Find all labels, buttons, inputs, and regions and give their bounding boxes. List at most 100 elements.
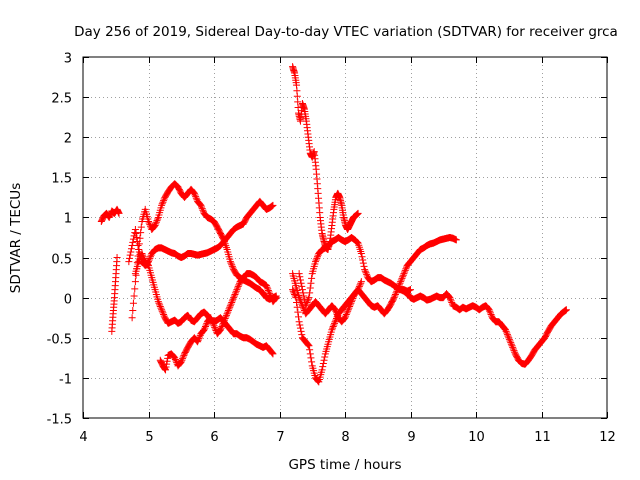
- data-point: [137, 223, 145, 231]
- data-point: [304, 341, 312, 349]
- data-point: [357, 279, 365, 287]
- data-point: [220, 316, 228, 324]
- data-point: [151, 221, 159, 229]
- data-point: [272, 294, 280, 302]
- data-point: [163, 357, 171, 365]
- data-point: [291, 290, 299, 298]
- y-tick-label: -1: [59, 373, 72, 388]
- data-point: [321, 353, 329, 361]
- series-arc-6: [156, 270, 280, 374]
- data-point: [129, 238, 137, 246]
- data-point: [209, 320, 217, 328]
- data-point: [177, 358, 185, 366]
- data-point: [129, 307, 137, 315]
- data-point: [159, 198, 167, 206]
- data-point: [289, 287, 297, 295]
- data-point: [129, 299, 137, 307]
- data-point: [407, 286, 414, 294]
- data-point: [502, 327, 510, 335]
- data-point: [222, 313, 230, 321]
- data-point: [152, 218, 160, 226]
- data-point: [329, 323, 337, 331]
- data-point: [446, 294, 454, 302]
- data-point: [155, 299, 163, 307]
- data-point: [396, 279, 404, 287]
- data-point: [272, 294, 280, 302]
- data-point: [129, 235, 137, 243]
- data-point: [333, 311, 341, 319]
- data-point: [266, 291, 274, 299]
- x-tick-label: 12: [599, 430, 616, 445]
- data-point: [486, 309, 494, 317]
- data-point: [354, 209, 362, 217]
- series-arc-7: [289, 63, 362, 254]
- data-point: [262, 282, 270, 290]
- data-point: [452, 236, 460, 244]
- data-point: [446, 295, 454, 303]
- data-point: [304, 340, 312, 348]
- data-point: [298, 286, 306, 294]
- y-tick-label: -0.5: [47, 333, 72, 348]
- data-point: [307, 354, 315, 362]
- data-point: [134, 242, 142, 250]
- data-point: [190, 189, 198, 197]
- data-point: [131, 229, 139, 237]
- data-point: [158, 201, 166, 209]
- data-point: [195, 335, 203, 343]
- data-point: [308, 358, 316, 366]
- data-point: [269, 350, 277, 358]
- data-point: [201, 323, 209, 331]
- data-point: [154, 215, 162, 223]
- data-point: [306, 350, 314, 358]
- data-point: [178, 356, 186, 364]
- data-point: [227, 259, 235, 267]
- data-point: [132, 229, 140, 237]
- data-point: [264, 286, 272, 294]
- x-tick-label: 4: [79, 430, 87, 445]
- data-point: [346, 301, 354, 309]
- data-point: [360, 262, 368, 270]
- data-point: [160, 197, 168, 205]
- data-point: [505, 335, 513, 343]
- data-point: [126, 254, 134, 262]
- y-tick-label: 1: [64, 212, 72, 227]
- data-point: [233, 286, 241, 294]
- data-point: [300, 292, 308, 300]
- data-point: [179, 353, 187, 361]
- data-point: [139, 251, 147, 259]
- x-tick-label: 11: [534, 430, 551, 445]
- data-point: [341, 314, 349, 322]
- data-point: [313, 254, 321, 262]
- data-point: [201, 324, 209, 332]
- data-point: [391, 290, 399, 298]
- data-point: [356, 281, 364, 289]
- data-point: [511, 348, 519, 356]
- data-point: [320, 356, 328, 364]
- y-tick-label: -1.5: [47, 413, 72, 428]
- data-point: [357, 278, 365, 286]
- data-point: [305, 342, 313, 350]
- data-point: [192, 194, 200, 202]
- data-point: [146, 254, 154, 262]
- data-point: [131, 278, 139, 286]
- data-point: [304, 295, 312, 303]
- data-point: [127, 245, 135, 253]
- data-point: [228, 262, 236, 270]
- data-point: [198, 205, 206, 213]
- data-point: [318, 366, 326, 374]
- data-point: [306, 284, 314, 292]
- data-point: [197, 201, 205, 209]
- data-point: [362, 269, 370, 277]
- data-point: [306, 289, 314, 297]
- data-point: [332, 309, 340, 317]
- data-point: [399, 273, 407, 281]
- data-point: [221, 315, 229, 323]
- data-point: [218, 323, 226, 331]
- data-point: [350, 293, 358, 301]
- data-point: [298, 300, 306, 308]
- data-point: [505, 334, 513, 342]
- data-point: [401, 268, 409, 276]
- data-point: [235, 281, 243, 289]
- data-point: [306, 346, 314, 354]
